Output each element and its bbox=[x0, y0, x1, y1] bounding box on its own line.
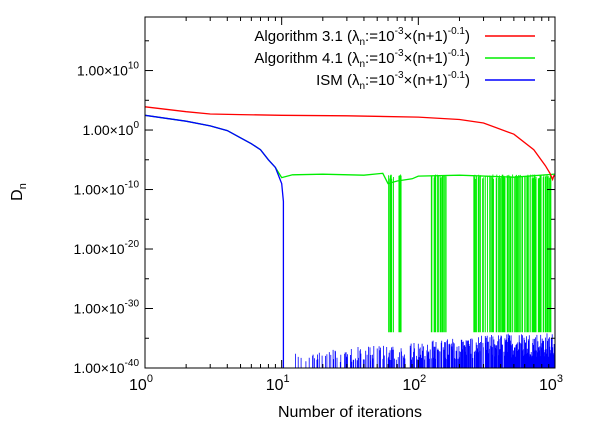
legend-label-alg41: Algorithm 4.1 (λn:=10-3×(n+1)-0.1) bbox=[254, 48, 470, 70]
y-tick-label: 1.00×10-20 bbox=[74, 239, 140, 257]
ism-noise bbox=[295, 333, 555, 368]
legend: Algorithm 3.1 (λn:=10-3×(n+1)-0.1)Algori… bbox=[254, 26, 535, 92]
legend-label-alg31: Algorithm 3.1 (λn:=10-3×(n+1)-0.1) bbox=[254, 26, 470, 48]
y-tick-label: 1.00×10-10 bbox=[74, 180, 140, 198]
series-alg31-line bbox=[144, 106, 555, 182]
plot-frame bbox=[144, 16, 556, 369]
y-tick-label: 1.00×100 bbox=[82, 120, 139, 138]
x-axis-label: Number of iterations bbox=[278, 404, 422, 421]
x-tick-label: 101 bbox=[266, 373, 290, 394]
svg-text:Dn: Dn bbox=[9, 183, 29, 201]
series-ism-line bbox=[144, 114, 285, 368]
tick-layer: 1.00×1010 1.00×100 1.00×10-10 1.00×10-20 1.0… bbox=[74, 17, 563, 394]
x-tick-label: 102 bbox=[402, 373, 426, 394]
y-tick-label: 1.00×1010 bbox=[77, 61, 140, 79]
x-tick-label: 103 bbox=[539, 373, 563, 394]
legend-label-ism: ISM (λn:=10-3×(n+1)-0.1) bbox=[316, 70, 470, 92]
alg41-oscillation bbox=[388, 174, 552, 333]
x-tick-label: 100 bbox=[129, 373, 153, 394]
y-axis-label: Dn bbox=[9, 183, 29, 201]
y-tick-label: 1.00×10-40 bbox=[74, 358, 140, 376]
y-tick-label: 1.00×10-30 bbox=[74, 299, 140, 317]
series-layer bbox=[144, 106, 556, 368]
